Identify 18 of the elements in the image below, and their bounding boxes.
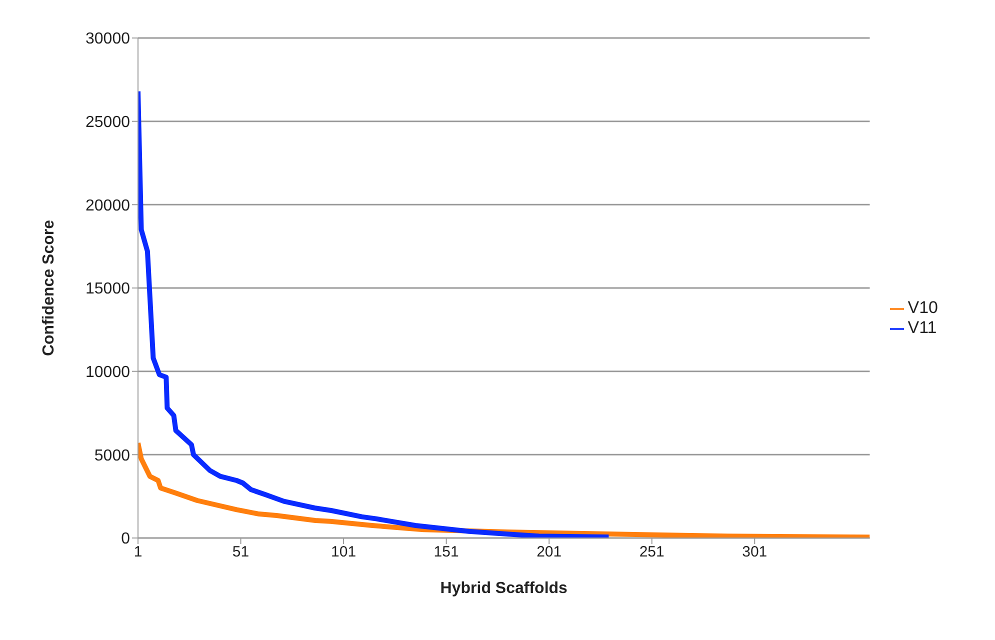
x-tick-label: 51 bbox=[232, 544, 250, 561]
x-tick-label: 301 bbox=[742, 544, 768, 561]
x-tick-label: 201 bbox=[536, 544, 562, 561]
y-tick-label: 10000 bbox=[86, 364, 130, 382]
y-tick-label: 20000 bbox=[86, 197, 130, 214]
x-tick-label: 101 bbox=[331, 544, 356, 561]
y-tick-label: 0 bbox=[121, 530, 130, 548]
y-tick-label: 5000 bbox=[94, 447, 130, 464]
x-tick-label: 151 bbox=[434, 544, 459, 561]
y-tick-label: 30000 bbox=[86, 30, 130, 48]
x-tick-label: 1 bbox=[134, 544, 142, 561]
legend-label: V10 bbox=[908, 298, 938, 317]
y-tick-label: 15000 bbox=[86, 280, 130, 298]
y-axis-title: Confidence Score bbox=[40, 220, 58, 356]
legend-label: V11 bbox=[908, 318, 937, 337]
x-axis-title: Hybrid Scaffolds bbox=[440, 580, 568, 597]
y-tick-label: 25000 bbox=[86, 114, 130, 132]
x-tick-label: 251 bbox=[639, 544, 664, 561]
